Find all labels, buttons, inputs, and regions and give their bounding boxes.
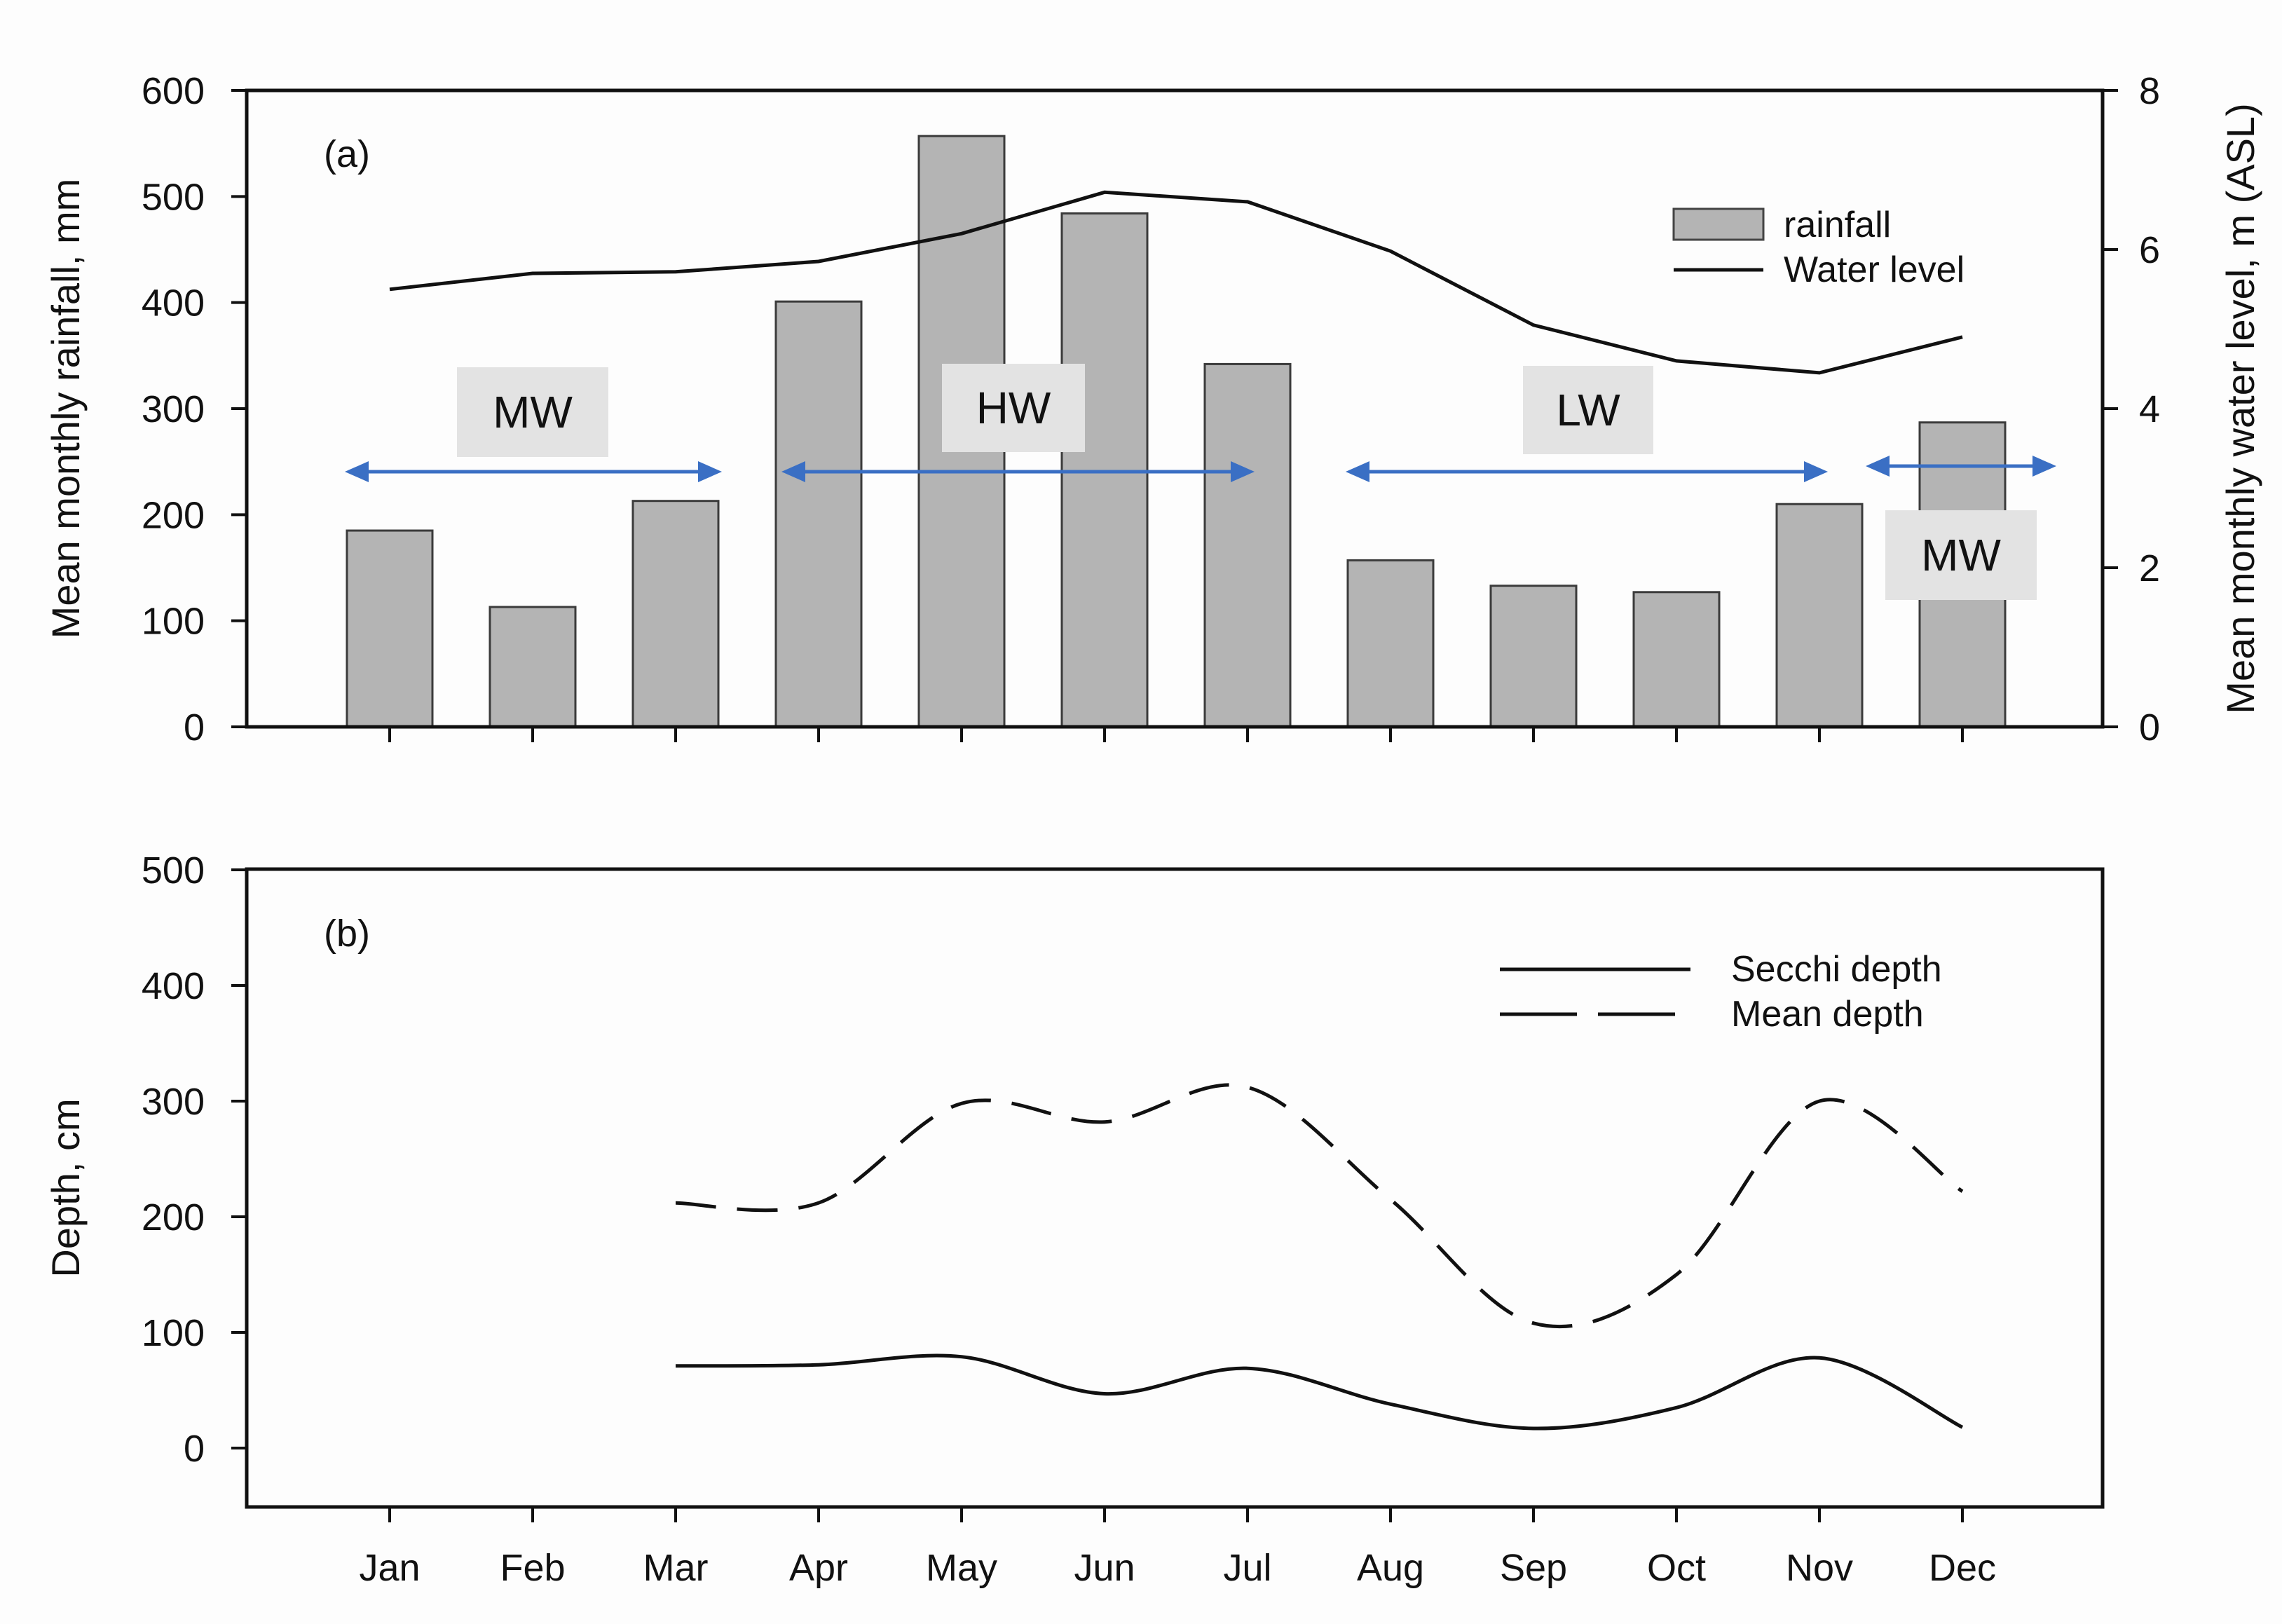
season-arrows: MW HW LW MW <box>345 364 2056 600</box>
panel-b-frame <box>245 867 2105 1509</box>
panel-b-y-ticks: 0 100 200 300 400 500 <box>142 849 247 1470</box>
rainfall-bar-oct <box>1632 591 1721 728</box>
water-level-line <box>389 190 1963 375</box>
month-label-jul: Jul <box>1223 1547 1271 1589</box>
arrowhead-left <box>1346 461 1369 482</box>
right-tick-label: 6 <box>2139 229 2160 271</box>
rainfall-bar-sep <box>1489 585 1578 728</box>
arrowhead-right <box>698 461 722 482</box>
panel-b-y-axis-label: Depth, cm <box>43 1098 88 1277</box>
left-y-ticks: 0 100 200 300 400 500 600 <box>142 70 247 749</box>
right-y-ticks: 0 2 4 6 8 <box>2103 70 2160 749</box>
season-label: MW <box>493 387 573 437</box>
right-y-axis-label: Mean monthly water level, m (ASL) <box>2218 103 2262 714</box>
panel-b-label: (b) <box>324 913 370 955</box>
season-annotation-mw: MW <box>1866 456 2056 600</box>
arrowhead-left <box>1866 456 1890 477</box>
season-label: LW <box>1556 385 1620 435</box>
b-tick-label: 300 <box>142 1081 205 1123</box>
season-annotation-lw: LW <box>1346 366 1828 482</box>
left-y-axis-label: Mean monthly rainfall, mm <box>43 179 88 639</box>
b-tick-label: 400 <box>142 965 205 1007</box>
panel-b-legend: Secchi depth Mean depth <box>1500 949 1942 1035</box>
month-label-sep: Sep <box>1500 1547 1567 1589</box>
mean-depth-line <box>675 1083 1964 1329</box>
month-label-nov: Nov <box>1786 1547 1853 1589</box>
season-label-box <box>942 364 1085 452</box>
rainfall-bar-jan <box>346 529 434 728</box>
arrowhead-left <box>781 461 805 482</box>
season-label-box <box>1885 510 2037 600</box>
legend-rainfall-swatch <box>1672 207 1765 241</box>
season-label: MW <box>1921 530 2001 580</box>
month-label-dec: Dec <box>1929 1547 1996 1589</box>
legend-mean-depth-label: Mean depth <box>1731 994 1924 1035</box>
month-label-aug: Aug <box>1357 1547 1424 1589</box>
month-labels: Jan Feb Mar Apr May Jun Jul Aug Sep Oct Nov Dec <box>359 1547 1996 1589</box>
arrowhead-right <box>2032 456 2056 477</box>
left-tick-label: 200 <box>142 494 205 536</box>
b-tick-label: 100 <box>142 1312 205 1354</box>
left-tick-label: 0 <box>184 707 205 749</box>
b-tick-label: 500 <box>142 849 205 892</box>
panel-a-label: (a) <box>324 133 370 175</box>
season-label-box <box>1523 366 1653 454</box>
left-tick-label: 500 <box>142 176 205 218</box>
rainfall-bar-mar <box>631 500 720 728</box>
right-tick-label: 0 <box>2139 707 2160 749</box>
season-annotation-hw: HW <box>781 364 1255 482</box>
season-label: HW <box>976 383 1051 433</box>
legend-rainfall-label: rainfall <box>1784 205 1891 245</box>
month-label-jun: Jun <box>1074 1547 1135 1589</box>
panel-b-depth: 0 100 200 300 400 500 (b) Depth, cm Secchi de… <box>43 849 2105 1522</box>
arrowhead-left <box>345 461 369 482</box>
rainfall-bar-aug <box>1346 559 1435 728</box>
rainfall-bars <box>346 135 2007 728</box>
season-label-box <box>457 367 608 457</box>
month-label-mar: Mar <box>643 1547 709 1589</box>
arrowhead-right <box>1804 461 1828 482</box>
panel-b-x-ticks <box>388 1507 1964 1522</box>
panel-a-rainfall-water-level: 0 100 200 300 400 500 600 0 2 4 6 8 MW HW LW MW (a) M… <box>43 70 2262 749</box>
panel-a-legend: rainfall Water level <box>1672 205 1965 290</box>
right-tick-label: 4 <box>2139 388 2160 430</box>
left-tick-label: 400 <box>142 282 205 325</box>
right-tick-label: 2 <box>2139 547 2160 589</box>
month-label-oct: Oct <box>1647 1547 1706 1589</box>
secchi-depth-line <box>675 1353 1964 1431</box>
b-tick-label: 200 <box>142 1196 205 1239</box>
arrowhead-right <box>1231 461 1255 482</box>
month-label-may: May <box>926 1547 997 1589</box>
rainfall-bar-apr <box>774 300 863 728</box>
legend-secchi-label: Secchi depth <box>1731 949 1942 990</box>
left-tick-label: 600 <box>142 70 205 112</box>
season-annotation-mw: MW <box>345 367 722 482</box>
panel-a-x-ticks <box>388 727 1964 742</box>
legend-water-level-label: Water level <box>1784 250 1965 290</box>
right-tick-label: 8 <box>2139 70 2160 112</box>
month-label-jan: Jan <box>359 1547 420 1589</box>
b-tick-label: 0 <box>184 1428 205 1470</box>
rainfall-bar-nov <box>1775 503 1864 728</box>
rainfall-bar-jul <box>1203 362 1292 728</box>
left-tick-label: 100 <box>142 601 205 643</box>
rainfall-bar-feb <box>488 606 577 728</box>
month-label-feb: Feb <box>500 1547 565 1589</box>
left-tick-label: 300 <box>142 388 205 430</box>
month-label-apr: Apr <box>789 1547 848 1589</box>
